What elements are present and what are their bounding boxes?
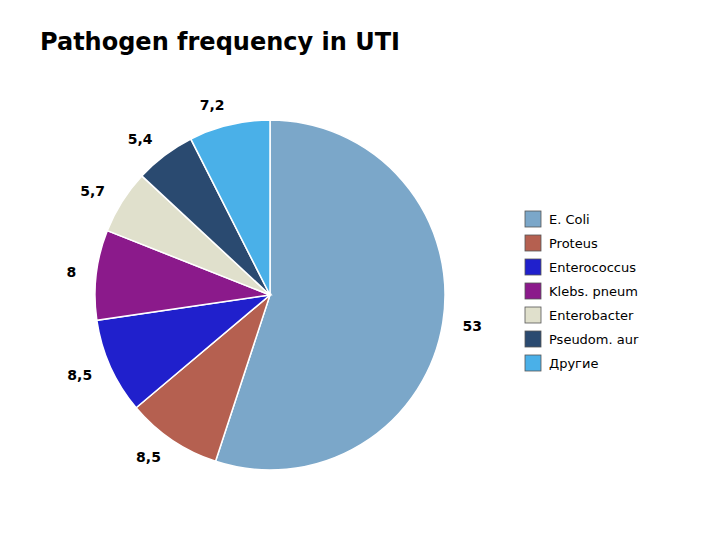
chart: Pathogen frequency in UTI 53 8,5 8,5 8 5,7 5,4… bbox=[0, 0, 720, 540]
legend-swatch bbox=[525, 331, 541, 347]
data-label: 8 bbox=[67, 264, 77, 280]
legend-item: Proteus bbox=[525, 235, 598, 251]
legend-item: E. Coli bbox=[525, 211, 590, 227]
data-label: 7,2 bbox=[200, 97, 225, 113]
legend-swatch bbox=[525, 259, 541, 275]
legend-label: Klebs. pneum bbox=[549, 284, 638, 299]
data-label: 8,5 bbox=[67, 367, 92, 383]
legend-label: Enterobacter bbox=[549, 308, 634, 323]
legend-item: Klebs. pneum bbox=[525, 283, 638, 299]
legend-label: Pseudom. aur bbox=[549, 332, 639, 347]
data-label: 5,4 bbox=[128, 131, 153, 147]
legend-swatch bbox=[525, 307, 541, 323]
legend-label: Proteus bbox=[549, 236, 598, 251]
legend: E. Coli Proteus Enterococcus Klebs. pneum En… bbox=[525, 211, 639, 371]
legend-label: Другие bbox=[549, 356, 598, 371]
legend-item: Pseudom. aur bbox=[525, 331, 639, 347]
data-label: 8,5 bbox=[136, 449, 161, 465]
legend-swatch bbox=[525, 235, 541, 251]
legend-item: Другие bbox=[525, 355, 598, 371]
legend-item: Enterobacter bbox=[525, 307, 634, 323]
title: Pathogen frequency in UTI bbox=[40, 28, 400, 56]
slice bbox=[191, 120, 270, 295]
legend-label: Enterococcus bbox=[549, 260, 636, 275]
pie bbox=[95, 120, 445, 470]
data-label: 53 bbox=[463, 318, 482, 334]
legend-swatch bbox=[525, 355, 541, 371]
data-labels: 53 8,5 8,5 8 5,7 5,4 7,2 bbox=[67, 97, 482, 464]
legend-swatch bbox=[525, 211, 541, 227]
legend-label: E. Coli bbox=[549, 212, 590, 227]
legend-item: Enterococcus bbox=[525, 259, 636, 275]
data-label: 5,7 bbox=[80, 183, 105, 199]
legend-swatch bbox=[525, 283, 541, 299]
